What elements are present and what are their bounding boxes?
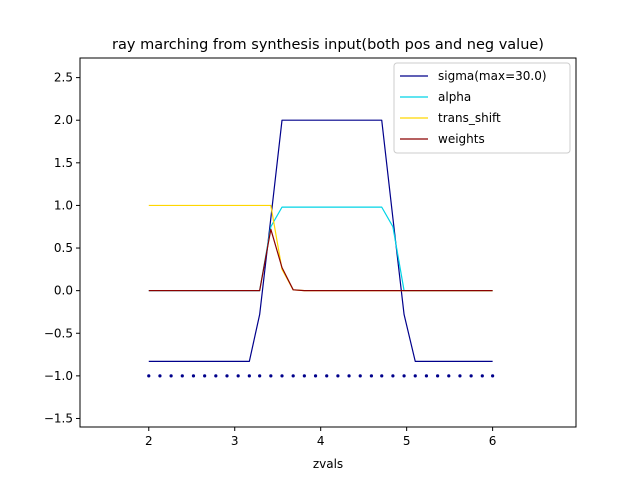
y-tick-label: 2.5 — [54, 71, 73, 85]
axes: 2 3 4 5 6 −1.5 −1.0 −0.5 0.0 0.5 1.0 1.5 2.0 2.5 — [44, 57, 577, 448]
legend-label: trans_shift — [438, 111, 501, 125]
legend-label: sigma(max=30.0) — [438, 69, 547, 83]
axes-frame — [79, 57, 577, 428]
sample-point — [369, 374, 374, 378]
sample-point — [336, 374, 340, 378]
series-group — [147, 119, 495, 378]
legend-box — [393, 62, 571, 154]
sample-point — [424, 374, 429, 378]
x-tick-label: 6 — [489, 434, 497, 448]
x-tick-label: 5 — [403, 434, 411, 448]
sample-point — [447, 374, 451, 378]
sample-point — [214, 374, 218, 378]
sample-point — [391, 374, 395, 378]
y-tick-label: 0.5 — [54, 241, 73, 255]
sample-point — [258, 374, 262, 378]
sample-point — [469, 374, 473, 378]
y-tick-label: 2.0 — [54, 113, 73, 127]
series-line-sigma-max-30-0 — [148, 119, 493, 362]
sample-point — [325, 374, 329, 378]
x-tick-label: 4 — [317, 434, 325, 448]
sample-point — [480, 374, 484, 378]
plot-area — [147, 119, 495, 378]
sample-point — [491, 374, 495, 378]
sample-point — [169, 374, 173, 378]
series-line-weights — [148, 228, 493, 292]
y-tick-label: 1.0 — [54, 198, 73, 212]
sample-point — [358, 374, 362, 378]
sample-point — [158, 374, 162, 378]
x-tick-label: 3 — [231, 434, 239, 448]
sample-point — [247, 374, 251, 378]
sample-point — [280, 374, 284, 378]
sample-point — [347, 374, 351, 378]
sample-point — [380, 374, 384, 378]
sample-point — [458, 374, 462, 378]
x-tick-label: 2 — [145, 434, 153, 448]
sample-point — [191, 374, 196, 378]
y-tick-label: −1.5 — [44, 411, 73, 425]
chart-title: ray marching from synthesis input(both p… — [112, 37, 544, 53]
sample-point — [236, 374, 240, 378]
sample-point — [203, 374, 207, 378]
sample-point — [291, 374, 295, 378]
sample-point — [413, 374, 417, 378]
sample-point — [147, 374, 151, 378]
sample-point — [436, 374, 440, 378]
y-tick-label: −1.0 — [44, 369, 73, 383]
sample-point — [225, 374, 229, 378]
sample-point — [402, 374, 406, 378]
sample-point — [269, 374, 273, 378]
sample-point — [313, 374, 318, 378]
y-tick-label: 0.0 — [54, 284, 73, 298]
sample-point — [302, 374, 306, 378]
x-axis-label: zvals — [313, 457, 343, 471]
y-tick-label: −0.5 — [44, 326, 73, 340]
legend-label: alpha — [438, 90, 471, 104]
legend-label: weights — [438, 132, 485, 146]
y-tick-label: 1.5 — [54, 156, 73, 170]
sample-point — [180, 374, 184, 378]
